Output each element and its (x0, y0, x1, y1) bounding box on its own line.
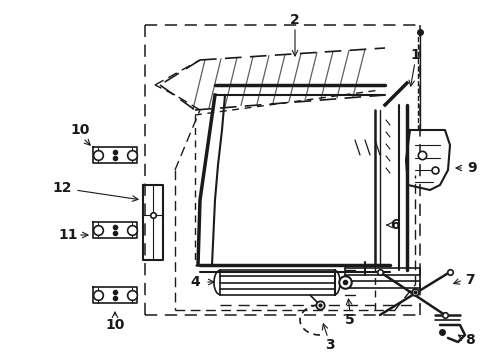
Text: 8: 8 (465, 333, 475, 347)
Text: 2: 2 (290, 13, 300, 27)
Text: 12: 12 (52, 181, 72, 195)
Text: 10: 10 (105, 318, 124, 332)
Text: 10: 10 (70, 123, 90, 137)
Text: 4: 4 (190, 275, 200, 289)
Text: 3: 3 (325, 338, 335, 352)
Text: 11: 11 (58, 228, 78, 242)
Text: 9: 9 (467, 161, 477, 175)
Text: 7: 7 (465, 273, 475, 287)
Text: 6: 6 (390, 218, 400, 232)
Text: 1: 1 (410, 48, 420, 62)
Text: 5: 5 (345, 313, 355, 327)
